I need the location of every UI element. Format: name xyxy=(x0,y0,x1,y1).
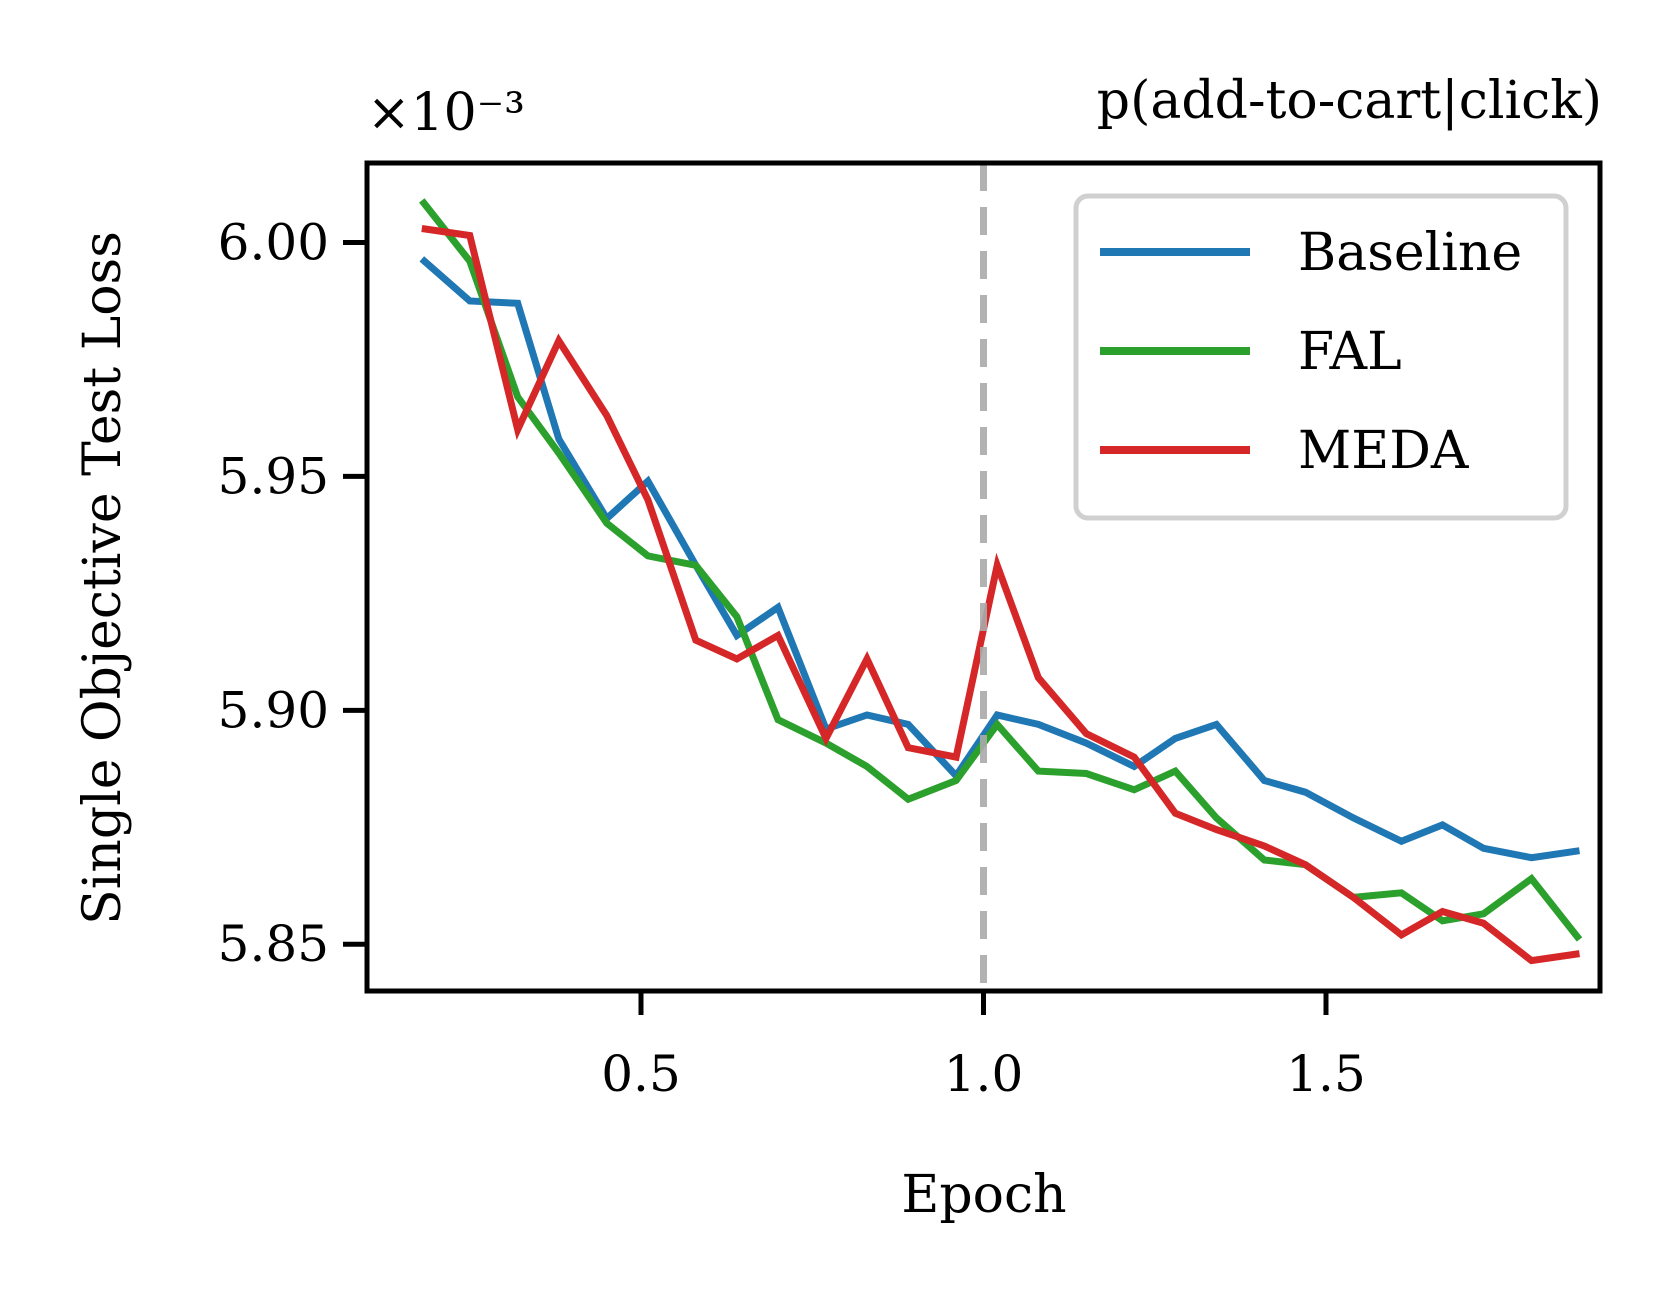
x-tick-label: 1.5 xyxy=(1286,1045,1366,1103)
series-lines xyxy=(419,198,1583,965)
legend: Baseline FAL MEDA xyxy=(1073,193,1569,521)
y-axis-title: Single Objective Test Loss xyxy=(73,231,133,925)
y-tick-label: 5.95 xyxy=(218,447,329,505)
plot-frame xyxy=(364,160,1603,994)
legend-box xyxy=(1073,193,1569,521)
series-line-baseline xyxy=(419,256,1581,862)
y-scale-label: ×10⁻³ xyxy=(367,83,525,143)
series-line-meda xyxy=(421,225,1581,965)
y-tick-label: 5.90 xyxy=(218,681,329,739)
series-line-fal xyxy=(419,198,1583,942)
x-tick-label: 0.5 xyxy=(601,1045,681,1103)
legend-label-baseline: Baseline xyxy=(1298,223,1522,283)
legend-label-fal: FAL xyxy=(1298,322,1402,382)
x-axis-title: Epoch xyxy=(901,1165,1066,1225)
chart-title: p(add-to-cart|click) xyxy=(1097,71,1602,131)
x-tick-label: 1.0 xyxy=(944,1045,1024,1103)
y-tick-label: 5.85 xyxy=(218,915,329,973)
y-tick-label: 6.00 xyxy=(218,214,329,272)
legend-label-meda: MEDA xyxy=(1298,421,1470,481)
axis-ticks: 0.5 1.0 1.5 5.85 5.90 5.95 6.00 xyxy=(218,214,1366,1103)
